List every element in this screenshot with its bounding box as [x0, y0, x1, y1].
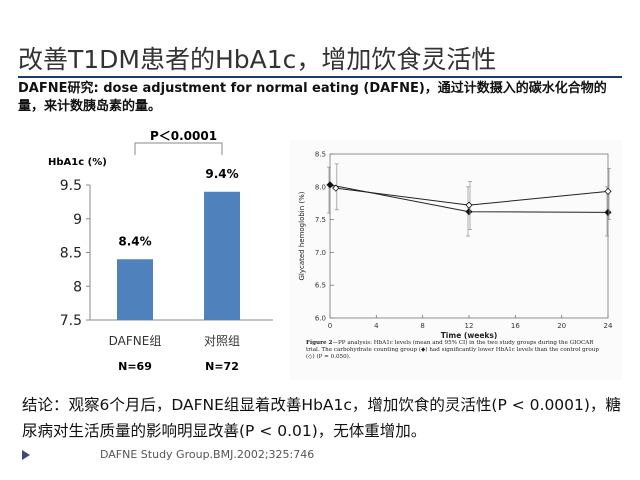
bar-n-label: N=72 — [205, 360, 239, 373]
bar-y-tick-label: 9 — [73, 212, 82, 228]
line-y-tick-label: 6.0 — [315, 315, 326, 323]
line-y-tick-label: 8.0 — [315, 183, 326, 191]
bar-category-label: 对照组 — [204, 334, 240, 348]
reference-citation: DAFNE Study Group.BMJ.2002;325:746 — [100, 448, 315, 461]
bar-y-tick-label: 9.5 — [60, 178, 82, 194]
line-point — [326, 181, 334, 189]
bar-0 — [117, 259, 153, 320]
line-x-tick-label: 20 — [557, 322, 566, 330]
line-y-tick-label: 7.0 — [315, 249, 326, 257]
figure-caption: Figure 2—PP analysis: HbA1c levels (mean… — [306, 340, 606, 361]
bullet-triangle-icon — [22, 450, 30, 460]
p-value-annotation: P＜0.0001 — [150, 129, 217, 143]
line-x-tick-label: 24 — [604, 322, 613, 330]
bar-y-tick-label: 8 — [73, 279, 82, 295]
line-y-axis-label: Glycated hemoglobin (%) — [298, 191, 306, 280]
line-x-tick-label: 12 — [465, 322, 474, 330]
line-chart-svg: 6.0 6.5 7.0 7.5 8.0 8.5 0 4 8 12 16 20 24 Time (weeks… — [298, 151, 613, 341]
line-point — [465, 201, 473, 209]
slide-title: 改善T1DM患者的HbA1c，增加饮食灵活性 — [18, 45, 497, 74]
bar-value-label: 9.4% — [205, 167, 238, 181]
bar-chart-svg: HbA1c (%) 7.5 8 8.5 9 9.5 8.4% DAFNE组 N=69 9.4% 对照… — [48, 129, 273, 373]
figure-caption-label: Figure 2 — [306, 340, 333, 346]
bar-y-tick-label: 7.5 — [60, 313, 82, 329]
bar-y-axis-label: HbA1c (%) — [48, 157, 107, 168]
slide-subtitle: DAFNE研究: dose adjustment for normal eati… — [18, 81, 607, 114]
hba1c-bar-chart: HbA1c (%) 7.5 8 8.5 9 9.5 8.4% DAFNE组 N=69 9.4% 对照… — [28, 125, 298, 380]
line-point — [604, 187, 612, 195]
line-point — [332, 184, 340, 192]
title-divider — [18, 76, 622, 78]
bar-1 — [204, 191, 240, 320]
line-series-1 — [335, 187, 609, 206]
line-x-tick-label: 0 — [328, 322, 332, 330]
line-point — [465, 208, 473, 216]
figure-caption-text: —PP analysis: HbA1c levels (mean and 95%… — [306, 340, 599, 360]
line-point — [604, 208, 612, 216]
line-x-axis-label: Time (weeks) — [441, 331, 498, 340]
line-x-tick-label: 4 — [374, 322, 379, 330]
hba1c-line-figure: 6.0 6.5 7.0 7.5 8.0 8.5 0 4 8 12 16 20 24 Time (weeks… — [290, 140, 622, 380]
bar-category-label: DAFNE组 — [109, 334, 162, 348]
line-y-tick-label: 6.5 — [315, 282, 326, 290]
significance-bracket — [134, 142, 223, 155]
line-x-tick-label: 8 — [420, 322, 424, 330]
bar-value-label: 8.4% — [118, 234, 151, 248]
bar-y-tick-label: 8.5 — [60, 246, 82, 262]
bar-n-label: N=69 — [118, 360, 152, 373]
line-y-tick-label: 7.5 — [315, 216, 326, 224]
conclusion-text: 结论：观察6个月后，DAFNE组显着改善HbA1c，增加饮食的灵活性(P < 0… — [22, 396, 621, 440]
line-y-tick-label: 8.5 — [315, 151, 326, 159]
line-x-tick-label: 16 — [511, 322, 520, 330]
